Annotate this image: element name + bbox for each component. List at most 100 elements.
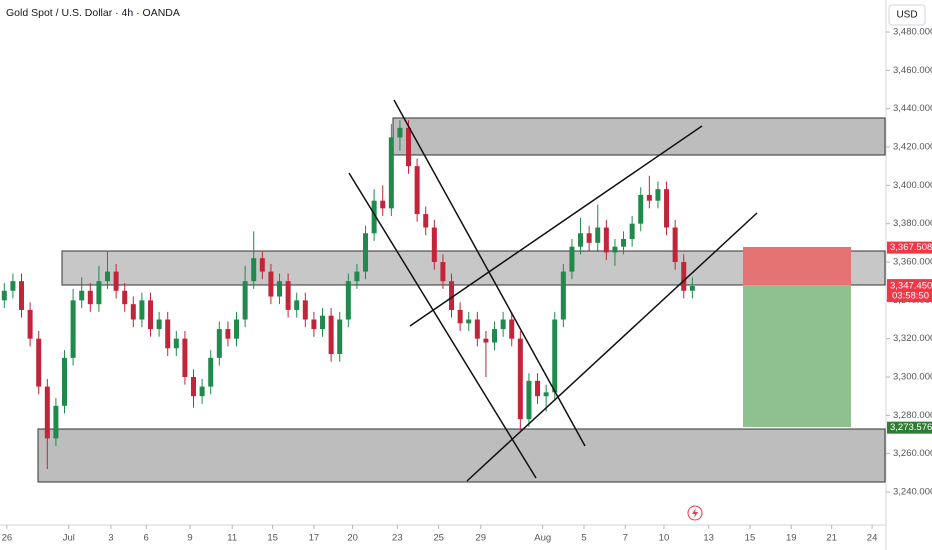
- candle-body: [328, 315, 334, 355]
- candle-body: [208, 357, 214, 387]
- x-tick-label: 24: [867, 533, 878, 544]
- y-tick-label: 3,280.000: [893, 410, 932, 421]
- candle-body: [681, 262, 687, 291]
- candle-body: [406, 127, 412, 167]
- candle-body: [345, 281, 351, 320]
- x-tick-label: 5: [581, 533, 586, 544]
- candle-body: [440, 262, 446, 282]
- x-tick-label: 29: [475, 533, 486, 544]
- x-tick-label: 23: [392, 533, 403, 544]
- candle-body: [10, 281, 16, 291]
- candle-body: [621, 239, 627, 247]
- price-label: 3,347.450: [890, 281, 932, 292]
- candle-body: [363, 233, 369, 272]
- x-tick-label: 3: [108, 533, 113, 544]
- alert-icon[interactable]: [687, 505, 703, 521]
- candle-body: [612, 246, 618, 253]
- candle-body: [199, 386, 205, 397]
- candle-body: [517, 338, 523, 420]
- x-tick-label: 25: [433, 533, 444, 544]
- x-tick-label: 11: [227, 533, 237, 544]
- candle-body: [431, 227, 437, 263]
- x-tick-label: 17: [309, 533, 320, 544]
- candle-body: [354, 271, 360, 282]
- candle-body: [79, 290, 85, 301]
- candle-body: [595, 227, 601, 243]
- candle-body: [148, 300, 154, 330]
- price-label-bg: [887, 421, 932, 434]
- candle-body: [457, 309, 463, 324]
- x-tick-label: Jul: [63, 533, 75, 544]
- x-tick-label: 13: [703, 533, 714, 544]
- candle-body: [182, 338, 188, 378]
- candle-body: [53, 405, 59, 439]
- candle-body: [655, 189, 661, 201]
- candle-body: [311, 319, 317, 330]
- x-tick-label: Aug: [534, 533, 551, 544]
- candle-body: [388, 137, 394, 209]
- candle-body: [474, 319, 480, 339]
- candle-body: [113, 271, 119, 291]
- trend-line: [348, 172, 537, 479]
- candle-body: [130, 304, 136, 320]
- candle-body: [285, 281, 291, 310]
- candle-body: [268, 271, 274, 297]
- candle-body: [122, 290, 128, 305]
- candle-body: [500, 319, 506, 330]
- candle-body: [552, 319, 558, 393]
- candle-body: [603, 227, 609, 253]
- candle-body: [560, 271, 566, 320]
- x-tick-label: 19: [786, 533, 797, 544]
- price-label-bg: [887, 241, 932, 254]
- candle-body: [320, 315, 326, 330]
- trend-line: [466, 212, 758, 482]
- candle-body: [191, 377, 197, 397]
- currency[interactable]: USD: [896, 10, 917, 21]
- candle-body: [672, 227, 678, 263]
- y-tick-label: 3,440.000: [893, 103, 932, 114]
- candle-body: [36, 338, 42, 387]
- x-tick-label: 7: [623, 533, 628, 544]
- candle-body: [380, 200, 386, 209]
- candle-body: [629, 223, 635, 240]
- candle-body: [96, 281, 102, 305]
- candle-body: [543, 392, 549, 397]
- y-tick-label: 3,360.000: [893, 257, 932, 268]
- y-tick-label: 3,260.000: [893, 448, 932, 459]
- candle-body: [664, 189, 670, 228]
- candle-body: [27, 309, 33, 339]
- candle-body: [225, 329, 231, 339]
- candle-body: [139, 300, 145, 320]
- x-tick-label: 9: [187, 533, 192, 544]
- candle-body: [638, 194, 644, 224]
- candle-body: [492, 329, 498, 343]
- candle-body: [165, 319, 171, 349]
- candle-body: [578, 233, 584, 247]
- candle-body: [19, 281, 25, 310]
- x-tick-label: 15: [745, 533, 756, 544]
- candle-body: [535, 380, 541, 397]
- currency-button[interactable]: [888, 4, 926, 26]
- resistance-zone: [392, 117, 886, 156]
- candle-body: [569, 246, 575, 272]
- y-tick-label: 3,380.000: [893, 218, 932, 229]
- trend-line: [409, 125, 703, 327]
- candle-body: [70, 300, 76, 358]
- candle-body: [173, 338, 179, 349]
- candle-body: [526, 380, 532, 420]
- candle-body: [44, 386, 50, 439]
- candle-body: [689, 286, 695, 291]
- candle-body: [509, 319, 515, 339]
- candle-body: [414, 166, 420, 215]
- candle-body: [646, 194, 652, 201]
- candle-body: [294, 300, 300, 310]
- x-tick-label: 15: [267, 533, 278, 544]
- x-tick-label: 20: [347, 533, 358, 544]
- trend-line: [393, 99, 586, 447]
- candle-body: [62, 357, 68, 406]
- candle-body: [302, 300, 308, 320]
- stop-zone: [743, 247, 851, 285]
- candle-body: [87, 290, 93, 305]
- y-tick-label: 3,460.000: [893, 65, 932, 76]
